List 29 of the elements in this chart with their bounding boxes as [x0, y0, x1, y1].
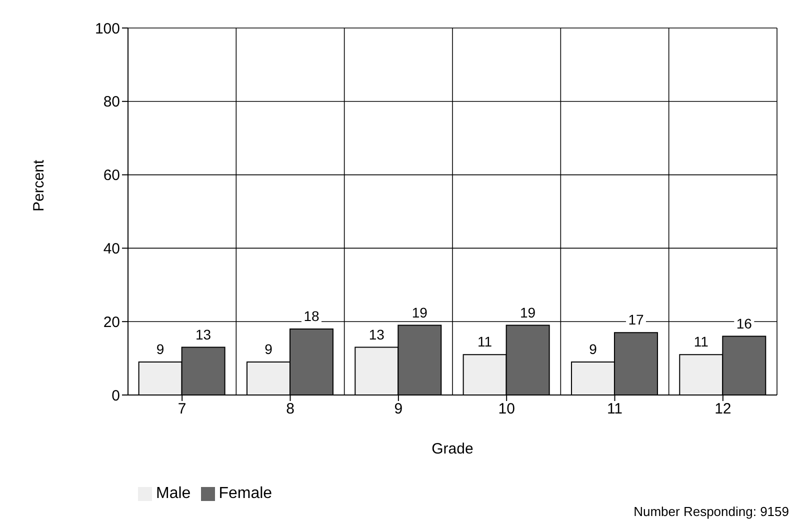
text: Number Responding: 9159	[634, 504, 789, 519]
y-axis-title: Percent	[30, 158, 48, 212]
legend-label: Female	[218, 485, 272, 502]
y-tick-label: 0	[112, 387, 120, 404]
y-tick-label: 20	[103, 314, 120, 331]
x-axis-title: Grade	[432, 440, 474, 458]
x-tick-label: 7	[178, 400, 186, 418]
x-tick-label: 11	[606, 400, 623, 418]
data-label: 19	[412, 304, 428, 320]
legend-label: Male	[156, 485, 191, 502]
x-tick-label: 12	[714, 400, 732, 418]
y-tick-label: 40	[103, 240, 120, 258]
x-tick-label: 9	[394, 400, 403, 418]
data-label: 17	[628, 312, 644, 328]
y-tick-label: 60	[103, 167, 120, 184]
x-tick-label: 10	[498, 400, 515, 418]
y-tick-label: 80	[103, 94, 120, 111]
data-label: 9	[156, 340, 164, 357]
data-label: 9	[264, 340, 273, 357]
data-label: 13	[196, 326, 212, 342]
data-label: 16	[736, 315, 752, 332]
data-label: 11	[478, 334, 492, 350]
x-tick-label: 8	[286, 400, 294, 418]
data-label: 11	[694, 334, 709, 350]
data-label: 13	[368, 326, 385, 342]
data-label: 9	[589, 340, 598, 357]
y-tick-label: 100	[94, 20, 120, 38]
data-label: 19	[520, 304, 536, 320]
data-label: 18	[304, 308, 320, 324]
